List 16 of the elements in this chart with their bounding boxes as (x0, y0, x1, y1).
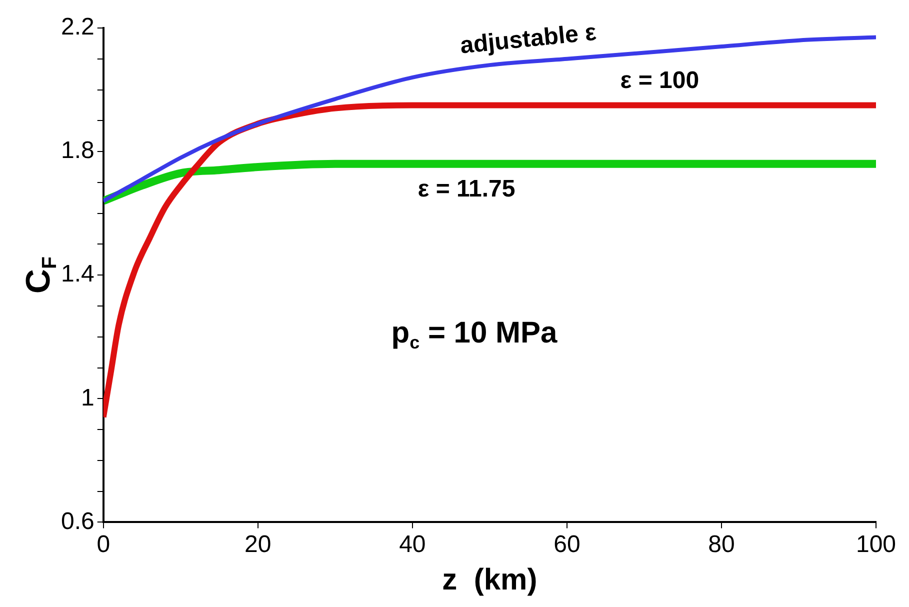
y-tick-label: 1 (81, 384, 94, 412)
series-label: ε = 11.75 (418, 176, 516, 203)
y-axis-title: CF (19, 256, 61, 294)
x-tick-label: 100 (856, 531, 896, 558)
x-tick-label: 40 (399, 531, 426, 558)
x-axis-title: z (km) (442, 563, 538, 596)
y-tick-label: 1.8 (60, 137, 94, 164)
y-tick-label: 2.2 (60, 14, 94, 41)
y-tick-label: 1.4 (60, 260, 94, 288)
x-tick-label: 20 (244, 531, 272, 558)
y-tick-label: 0.6 (60, 508, 94, 535)
series-label: ε = 100 (620, 66, 700, 94)
x-tick-label: 80 (708, 531, 735, 558)
x-tick-label: 60 (554, 531, 580, 558)
text: adjustable ε (458, 18, 598, 60)
x-tick-label: 0 (96, 531, 110, 558)
